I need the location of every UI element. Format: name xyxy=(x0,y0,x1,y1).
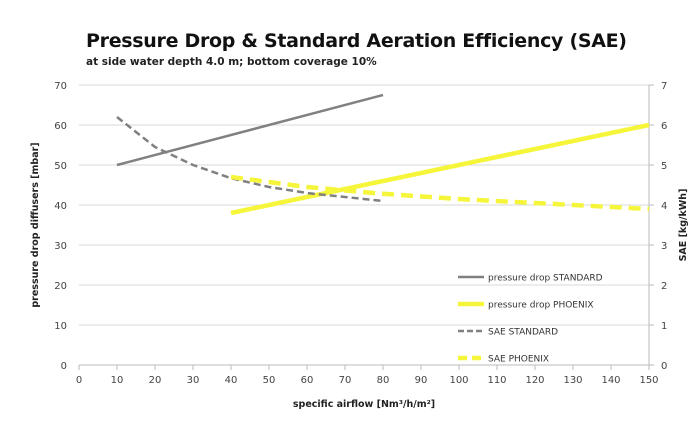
y-tick-label: 60 xyxy=(54,121,67,132)
series-line-sae-standard xyxy=(116,116,384,203)
legend-label: SAE PHOENIX xyxy=(488,355,549,365)
x-tick-label: 50 xyxy=(263,375,276,386)
chart-subtitle: at side water depth 4.0 m; bottom covera… xyxy=(86,56,377,68)
series-line-sae-phoenix xyxy=(230,174,650,212)
y2-tick-label: 4 xyxy=(661,201,667,212)
y2-tick-label: 1 xyxy=(661,321,667,332)
x-tick-label: 140 xyxy=(601,375,620,386)
y2-tick-label: 0 xyxy=(661,361,667,372)
x-tick-label: 100 xyxy=(449,375,468,386)
x-tick-label: 20 xyxy=(149,375,162,386)
x-tick-label: 110 xyxy=(487,375,506,386)
y2-axis-label: SAE [kg/kWh] xyxy=(678,189,689,262)
x-tick-label: 90 xyxy=(415,375,428,386)
x-tick-label: 150 xyxy=(639,375,658,386)
y-tick-label: 10 xyxy=(54,321,67,332)
x-tick-label: 130 xyxy=(563,375,582,386)
y2-tick-label: 3 xyxy=(661,241,667,252)
x-tick-label: 80 xyxy=(377,375,390,386)
legend-label: pressure drop PHOENIX xyxy=(488,301,594,311)
y-tick-label: 50 xyxy=(54,161,67,172)
y-tick-label: 40 xyxy=(54,201,67,212)
y2-tick-label: 5 xyxy=(661,161,667,172)
x-tick-label: 40 xyxy=(225,375,238,386)
y2-tick-label: 6 xyxy=(661,121,667,132)
x-tick-label: 120 xyxy=(525,375,544,386)
y-tick-label: 30 xyxy=(54,241,67,252)
legend-label: pressure drop STANDARD xyxy=(488,274,603,284)
y2-tick-label: 2 xyxy=(661,281,667,292)
x-tick-label: 0 xyxy=(76,375,82,386)
y-tick-label: 20 xyxy=(54,281,67,292)
y-tick-label: 70 xyxy=(54,81,67,92)
series-line-pressure-drop-phoenix xyxy=(230,122,650,216)
x-tick-label: 30 xyxy=(187,375,200,386)
x-tick-label: 10 xyxy=(111,375,124,386)
y2-tick-label: 7 xyxy=(661,81,667,92)
y-tick-label: 0 xyxy=(61,361,67,372)
y-axis-label: pressure drop diffusers [mbar] xyxy=(30,142,41,307)
legend: pressure drop STANDARD pressure drop PHOE… xyxy=(458,274,603,365)
x-axis-label: specific airflow [Nm³/h/m²] xyxy=(293,399,435,410)
chart-title: Pressure Drop & Standard Aeration Effici… xyxy=(86,30,627,52)
x-tick-label: 60 xyxy=(301,375,314,386)
legend-label: SAE STANDARD xyxy=(488,328,558,338)
x-tick-label: 70 xyxy=(339,375,352,386)
series-line-pressure-drop-standard xyxy=(116,93,384,167)
